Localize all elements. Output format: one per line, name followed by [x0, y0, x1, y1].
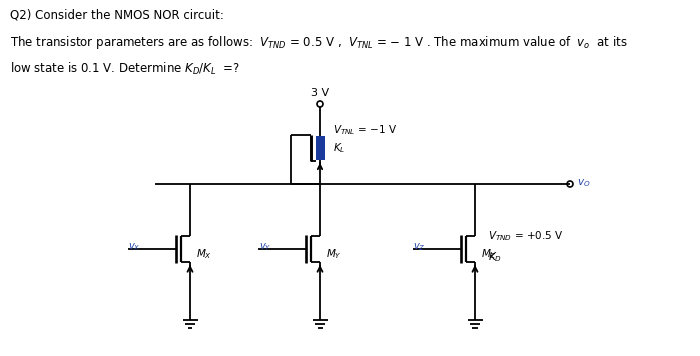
- Text: Q2) Consider the NMOS NOR circuit:: Q2) Consider the NMOS NOR circuit:: [10, 8, 224, 21]
- Text: $v_Z$: $v_Z$: [414, 241, 426, 253]
- Text: 3 V: 3 V: [311, 88, 329, 98]
- Text: $K_L$: $K_L$: [333, 141, 345, 155]
- Text: $M_Z$: $M_Z$: [481, 247, 497, 261]
- Text: $M_Y$: $M_Y$: [326, 247, 342, 261]
- Text: $K_D$: $K_D$: [488, 250, 502, 264]
- Text: $v_Y$: $v_Y$: [259, 241, 271, 253]
- Text: $V_{TNL}$ = −1 V: $V_{TNL}$ = −1 V: [333, 123, 397, 137]
- Text: The transistor parameters are as follows:  $V_{TND}$ = 0.5 V ,  $V_{TNL}$ = − 1 : The transistor parameters are as follows…: [10, 34, 628, 51]
- Text: $V_{TND}$ = +0.5 V: $V_{TND}$ = +0.5 V: [488, 229, 564, 243]
- Text: $v_X$: $v_X$: [129, 241, 141, 253]
- Text: $M_X$: $M_X$: [196, 247, 212, 261]
- Text: low state is 0.1 V. Determine $K_D$/$K_L$  =?: low state is 0.1 V. Determine $K_D$/$K_L…: [10, 61, 240, 77]
- Bar: [316, 136, 325, 160]
- Text: $v_O$: $v_O$: [577, 177, 591, 189]
